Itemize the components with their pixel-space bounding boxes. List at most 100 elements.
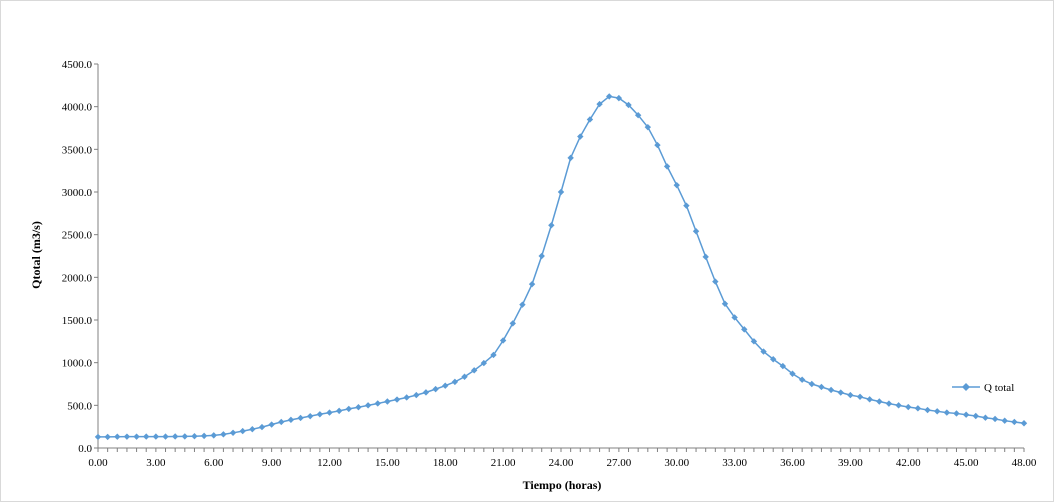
x-tick-label: 27.00 bbox=[607, 457, 632, 469]
data-point bbox=[461, 373, 468, 380]
data-point bbox=[307, 412, 314, 420]
data-point bbox=[249, 426, 256, 433]
data-point bbox=[470, 367, 478, 374]
data-point bbox=[721, 300, 729, 307]
x-tick-label: 48.00 bbox=[1012, 457, 1037, 469]
x-tick-label: 3.00 bbox=[146, 457, 166, 469]
data-point bbox=[827, 386, 835, 394]
data-point bbox=[895, 402, 902, 409]
data-point bbox=[847, 391, 854, 399]
legend: Q total bbox=[952, 382, 1014, 394]
series-line bbox=[98, 95, 1025, 438]
x-tick-label: 30.00 bbox=[664, 457, 689, 469]
data-point bbox=[200, 432, 208, 440]
data-point bbox=[567, 154, 574, 162]
y-tick-label: 3000.0 bbox=[62, 187, 93, 199]
data-point bbox=[133, 433, 140, 440]
legend-label: Q total bbox=[984, 382, 1014, 394]
data-point bbox=[586, 116, 594, 123]
data-point bbox=[509, 320, 516, 327]
x-tick-label: 12.00 bbox=[317, 457, 342, 469]
data-point bbox=[258, 423, 266, 431]
data-point bbox=[905, 403, 912, 411]
data-point bbox=[94, 433, 102, 441]
data-point bbox=[316, 411, 324, 418]
data-point bbox=[991, 415, 999, 423]
data-point bbox=[557, 188, 565, 196]
data-point bbox=[943, 409, 951, 416]
data-point bbox=[393, 396, 401, 403]
data-point bbox=[152, 433, 160, 440]
data-point bbox=[770, 356, 777, 363]
data-point bbox=[606, 93, 613, 100]
data-point bbox=[364, 402, 372, 409]
data-point bbox=[297, 414, 304, 422]
data-point bbox=[692, 228, 700, 235]
data-point bbox=[673, 181, 680, 189]
x-tick-label: 39.00 bbox=[838, 457, 863, 469]
x-tick-label: 15.00 bbox=[375, 457, 400, 469]
y-tick-label: 4500.0 bbox=[62, 59, 93, 71]
series-layer bbox=[94, 93, 1028, 441]
data-point bbox=[432, 385, 439, 393]
data-point bbox=[808, 380, 815, 388]
data-point bbox=[837, 389, 844, 396]
data-point bbox=[528, 280, 536, 288]
data-point bbox=[345, 405, 352, 413]
x-tick-label: 18.00 bbox=[433, 457, 458, 469]
x-tick-label: 21.00 bbox=[491, 457, 516, 469]
data-point bbox=[712, 278, 719, 285]
data-point bbox=[625, 101, 632, 109]
data-point bbox=[422, 389, 430, 396]
data-point bbox=[451, 378, 459, 386]
data-point bbox=[962, 411, 970, 418]
y-axis-title: Qtotal (m3/s) bbox=[29, 221, 43, 289]
data-point bbox=[615, 94, 623, 102]
data-point bbox=[654, 141, 661, 149]
data-point bbox=[278, 418, 285, 426]
data-point bbox=[1020, 420, 1028, 427]
data-point bbox=[702, 253, 709, 261]
data-point bbox=[355, 404, 362, 411]
data-point bbox=[953, 410, 960, 417]
data-point bbox=[326, 409, 333, 416]
x-tick-label: 9.00 bbox=[262, 457, 282, 469]
data-point bbox=[403, 394, 410, 401]
data-point bbox=[442, 382, 449, 389]
data-point bbox=[924, 406, 931, 414]
data-point bbox=[239, 427, 246, 435]
data-point bbox=[229, 429, 237, 437]
data-point bbox=[181, 433, 189, 440]
data-point bbox=[384, 398, 391, 405]
x-tick-label: 6.00 bbox=[204, 457, 224, 469]
data-point bbox=[480, 359, 488, 367]
data-point bbox=[634, 112, 642, 119]
data-point bbox=[374, 400, 381, 407]
x-tick-label: 33.00 bbox=[722, 457, 747, 469]
y-tick-label: 1500.0 bbox=[62, 315, 93, 327]
data-point bbox=[413, 391, 420, 399]
data-point bbox=[171, 433, 179, 440]
x-axis-title: Tiempo (horas) bbox=[523, 478, 602, 492]
data-point bbox=[519, 301, 526, 308]
data-point bbox=[731, 314, 738, 321]
data-point bbox=[683, 202, 690, 209]
x-tick-label: 42.00 bbox=[896, 457, 921, 469]
axes: 0.0 500.0 1000.0 1500.0 2000.0 2500.0 3000.0 35… bbox=[62, 59, 1037, 469]
x-tick-label: 45.00 bbox=[954, 457, 979, 469]
data-point bbox=[287, 416, 295, 424]
data-point bbox=[596, 100, 603, 108]
y-tick-label: 2500.0 bbox=[62, 230, 93, 242]
data-point bbox=[104, 433, 111, 441]
y-tick-label: 3500.0 bbox=[62, 144, 93, 156]
data-point bbox=[644, 123, 652, 131]
data-point bbox=[1011, 418, 1018, 426]
data-point bbox=[1001, 417, 1008, 424]
data-point bbox=[577, 133, 584, 140]
x-tick-label: 0.00 bbox=[88, 457, 108, 469]
legend-marker bbox=[962, 383, 970, 391]
data-point bbox=[335, 407, 343, 415]
y-tick-label: 1000.0 bbox=[62, 358, 93, 370]
data-point bbox=[818, 383, 825, 391]
